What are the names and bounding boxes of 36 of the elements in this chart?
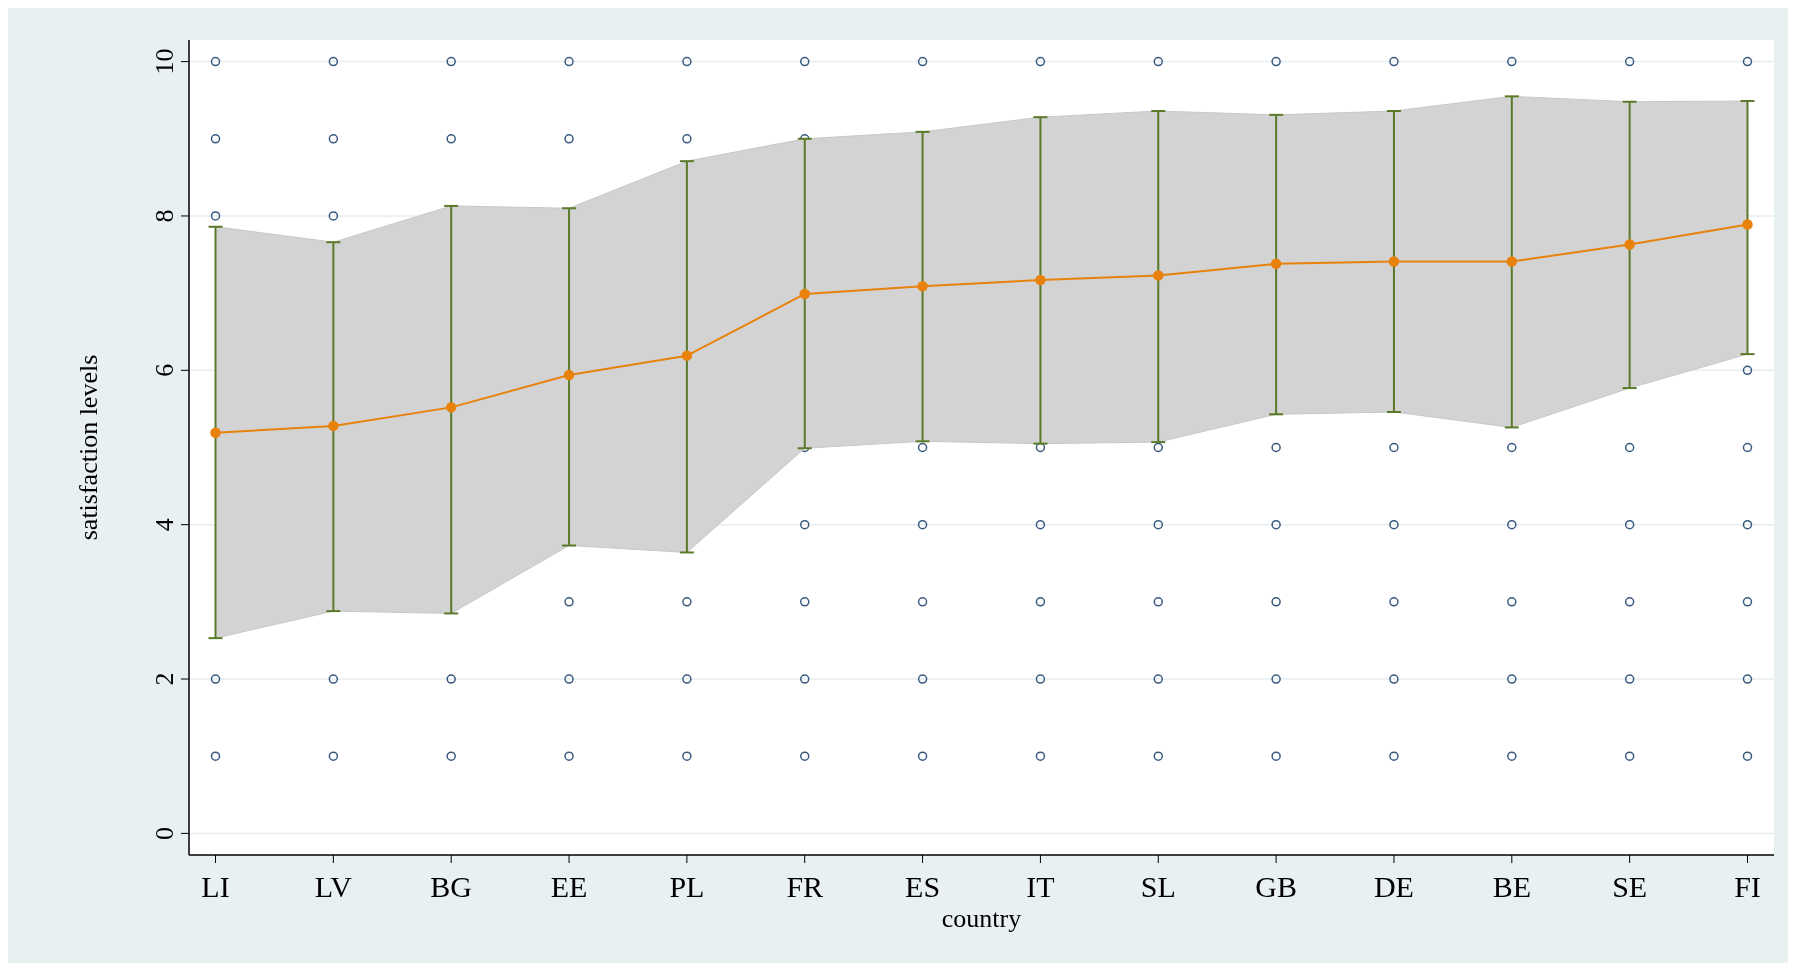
point [1388, 256, 1400, 267]
point [1270, 258, 1282, 270]
x-tick-label: SE [1612, 870, 1648, 903]
y-tick-label: 8 [150, 209, 179, 223]
y-tick-label: 0 [150, 826, 179, 840]
x-tick-label: DE [1373, 870, 1414, 903]
x-tick-label: ES [905, 870, 941, 903]
point [1742, 219, 1753, 230]
x-tick-label: GB [1255, 870, 1297, 903]
point [681, 350, 693, 361]
x-tick-label: IT [1026, 870, 1055, 903]
point [210, 427, 221, 439]
point [799, 288, 810, 300]
x-tick-label: EE [550, 870, 588, 903]
x-tick-label: PL [669, 870, 705, 903]
point [917, 280, 928, 292]
y-tick-label: 10 [150, 48, 179, 75]
point [1035, 274, 1046, 286]
y-tick-label: 4 [150, 518, 179, 532]
x-tick-label: FR [786, 870, 824, 903]
y-axis-title: satisfaction levels [74, 354, 103, 541]
point [328, 420, 339, 432]
point [563, 369, 575, 381]
y-tick-label: 2 [150, 672, 179, 686]
x-tick-label: LV [314, 870, 353, 903]
y-tick-label: 6 [150, 363, 179, 377]
x-tick-label: SL [1140, 870, 1176, 903]
x-axis-title: country [941, 904, 1022, 933]
point [1506, 256, 1518, 267]
x-tick-label: BG [430, 870, 473, 903]
point [445, 402, 457, 413]
x-tick-label: BE [1492, 870, 1531, 903]
x-tick-label: LI [201, 870, 230, 903]
point [1624, 239, 1635, 250]
x-tick-label: FI [1734, 870, 1761, 903]
point [1153, 270, 1164, 281]
